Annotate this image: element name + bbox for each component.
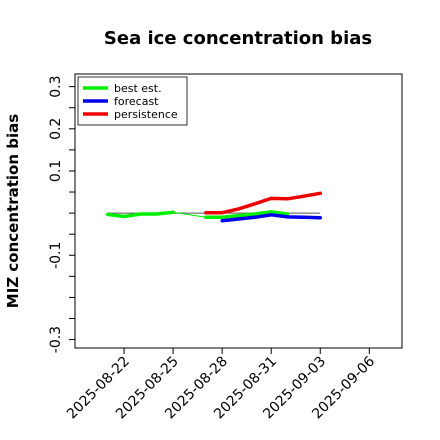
chart-title: Sea ice concentration bias	[104, 28, 372, 49]
series-line-persistence	[204, 191, 323, 215]
legend-label: persistence	[114, 108, 178, 121]
plot-frame	[74, 73, 403, 349]
series-line-forecast	[220, 213, 323, 223]
legend-label: best est.	[114, 82, 162, 95]
series-line-best-est	[105, 210, 175, 219]
x-ticks: 2025-08-222025-08-252025-08-282025-08-31…	[64, 348, 378, 422]
y-tick-label: -0.3	[48, 326, 64, 353]
y-tick-label: 0.2	[48, 118, 64, 140]
series-layer	[105, 191, 323, 223]
legend-label: forecast	[114, 95, 159, 108]
series-line-best-est	[172, 211, 207, 218]
y-tick-label: 0.3	[48, 76, 64, 98]
y-axis-label: MIZ concentration bias	[4, 114, 22, 308]
y-ticks: 0.3 0.2 0.1 -0.1 -0.3	[48, 76, 75, 353]
series-line-best-est	[204, 210, 290, 220]
y-tick-label: -0.1	[48, 242, 64, 269]
y-tick-label: 0.1	[48, 160, 64, 182]
